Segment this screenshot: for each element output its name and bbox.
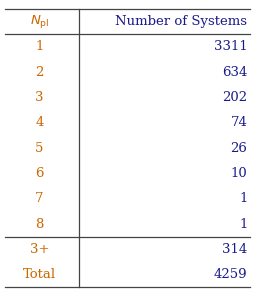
- Text: 634: 634: [221, 66, 246, 79]
- Text: 6: 6: [35, 167, 44, 180]
- Text: 5: 5: [35, 142, 43, 155]
- Text: 1: 1: [238, 218, 246, 231]
- Text: 3311: 3311: [213, 41, 246, 54]
- Text: $N_{\rm pl}$: $N_{\rm pl}$: [30, 13, 49, 30]
- Text: 10: 10: [230, 167, 246, 180]
- Text: 3: 3: [35, 91, 44, 104]
- Text: 8: 8: [35, 218, 43, 231]
- Text: Number of Systems: Number of Systems: [115, 15, 246, 28]
- Text: 3+: 3+: [30, 243, 49, 256]
- Text: 74: 74: [230, 116, 246, 129]
- Text: 1: 1: [238, 192, 246, 205]
- Text: 4: 4: [35, 116, 43, 129]
- Text: Total: Total: [23, 268, 56, 281]
- Text: 4259: 4259: [213, 268, 246, 281]
- Text: 2: 2: [35, 66, 43, 79]
- Text: 1: 1: [35, 41, 43, 54]
- Text: 7: 7: [35, 192, 44, 205]
- Text: 314: 314: [221, 243, 246, 256]
- Text: 26: 26: [230, 142, 246, 155]
- Text: 202: 202: [221, 91, 246, 104]
